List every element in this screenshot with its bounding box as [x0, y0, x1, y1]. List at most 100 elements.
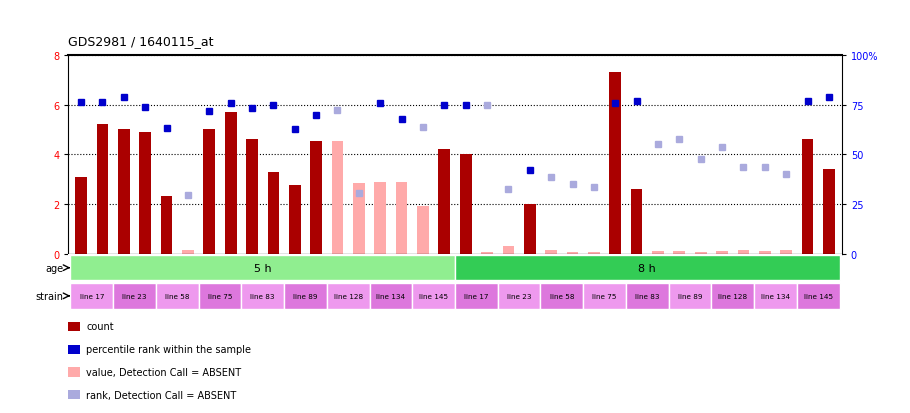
Text: GSM225326: GSM225326	[549, 254, 553, 292]
Bar	[396, 182, 408, 254]
Text: GSM225289: GSM225289	[143, 254, 147, 292]
Bar	[588, 253, 600, 254]
Text: GSM225298: GSM225298	[228, 254, 233, 292]
Text: rank, Detection Call = ABSENT: rank, Detection Call = ABSENT	[86, 390, 237, 400]
Bar	[695, 253, 706, 254]
Bar	[498, 283, 541, 309]
Text: line 58: line 58	[550, 293, 574, 299]
Bar	[610, 73, 622, 254]
Bar	[412, 283, 455, 309]
Text: GSM225333: GSM225333	[698, 254, 703, 292]
Text: GSM225331: GSM225331	[655, 254, 661, 292]
Bar	[310, 141, 322, 254]
Text: 5 h: 5 h	[254, 263, 271, 273]
Text: line 23: line 23	[122, 293, 147, 299]
Text: line 17: line 17	[464, 293, 489, 299]
Bar	[524, 204, 536, 254]
Bar	[327, 283, 369, 309]
Text: GSM225283: GSM225283	[78, 254, 84, 292]
Text: GSM225291: GSM225291	[164, 254, 169, 292]
Text: GSM225319: GSM225319	[420, 254, 426, 292]
Bar	[802, 140, 814, 254]
Bar	[225, 113, 237, 254]
Bar	[241, 283, 284, 309]
Text: value, Detection Call = ABSENT: value, Detection Call = ABSENT	[86, 367, 241, 377]
Text: GSM225309: GSM225309	[357, 254, 361, 292]
Text: GSM225325: GSM225325	[527, 254, 532, 292]
Bar	[113, 283, 156, 309]
Text: 8 h: 8 h	[639, 263, 656, 273]
Bar	[284, 283, 327, 309]
Bar	[631, 190, 642, 254]
Bar	[268, 172, 279, 254]
Bar	[353, 183, 365, 254]
Bar	[541, 283, 583, 309]
Text: line 75: line 75	[207, 293, 232, 299]
Text: GSM225299: GSM225299	[249, 254, 255, 292]
Text: GSM225293: GSM225293	[186, 254, 190, 292]
Bar	[669, 283, 712, 309]
Bar	[460, 155, 471, 254]
Bar	[161, 197, 172, 254]
Bar	[374, 182, 386, 254]
Text: strain: strain	[35, 291, 64, 301]
Bar	[652, 252, 664, 254]
Text: GSM225324: GSM225324	[506, 254, 511, 292]
Bar	[754, 283, 797, 309]
Text: GSM225286: GSM225286	[100, 254, 105, 292]
Text: GSM225288: GSM225288	[121, 254, 126, 292]
Bar	[626, 283, 669, 309]
Text: line 128: line 128	[718, 293, 747, 299]
Bar	[70, 255, 455, 281]
Text: GSM225322: GSM225322	[463, 254, 468, 292]
Text: GDS2981 / 1640115_at: GDS2981 / 1640115_at	[68, 35, 214, 47]
Text: line 17: line 17	[79, 293, 104, 299]
Bar	[759, 252, 771, 254]
Text: line 128: line 128	[334, 293, 363, 299]
Bar	[567, 253, 579, 254]
Bar	[780, 250, 792, 254]
Text: GSM225304: GSM225304	[292, 254, 298, 292]
Text: GSM225329: GSM225329	[612, 254, 618, 292]
Bar	[455, 255, 840, 281]
Bar	[823, 170, 834, 254]
Text: GSM225338: GSM225338	[805, 254, 810, 292]
Bar	[502, 247, 514, 254]
Text: GSM225317: GSM225317	[378, 254, 383, 292]
Text: GSM225337: GSM225337	[784, 254, 789, 292]
Bar	[288, 186, 300, 254]
Text: GSM225302: GSM225302	[271, 254, 276, 292]
Text: line 75: line 75	[592, 293, 617, 299]
Bar	[118, 130, 130, 254]
Text: line 145: line 145	[420, 293, 449, 299]
Bar	[545, 250, 557, 254]
Bar	[96, 125, 108, 254]
Bar	[455, 283, 498, 309]
Bar	[70, 283, 113, 309]
Text: GSM225328: GSM225328	[592, 254, 596, 292]
Text: GSM225306: GSM225306	[314, 254, 318, 292]
Bar	[738, 250, 749, 254]
Bar	[369, 283, 412, 309]
Bar	[583, 283, 626, 309]
Text: GSM225327: GSM225327	[570, 254, 575, 292]
Text: line 89: line 89	[293, 293, 318, 299]
Text: GSM225336: GSM225336	[763, 254, 767, 292]
Bar	[673, 252, 685, 254]
Text: line 145: line 145	[804, 293, 833, 299]
Text: line 58: line 58	[165, 293, 189, 299]
Text: GSM225296: GSM225296	[207, 254, 212, 292]
Text: line 89: line 89	[678, 293, 703, 299]
Text: percentile rank within the sample: percentile rank within the sample	[86, 344, 251, 354]
Bar	[156, 283, 198, 309]
Bar	[481, 253, 493, 254]
Bar	[417, 207, 429, 254]
Text: GSM225318: GSM225318	[399, 254, 404, 292]
Text: line 83: line 83	[250, 293, 275, 299]
Text: GSM225335: GSM225335	[741, 254, 746, 292]
Bar	[331, 141, 343, 254]
Bar	[198, 283, 241, 309]
Bar	[246, 140, 258, 254]
Text: count: count	[86, 322, 114, 332]
Bar	[716, 252, 728, 254]
